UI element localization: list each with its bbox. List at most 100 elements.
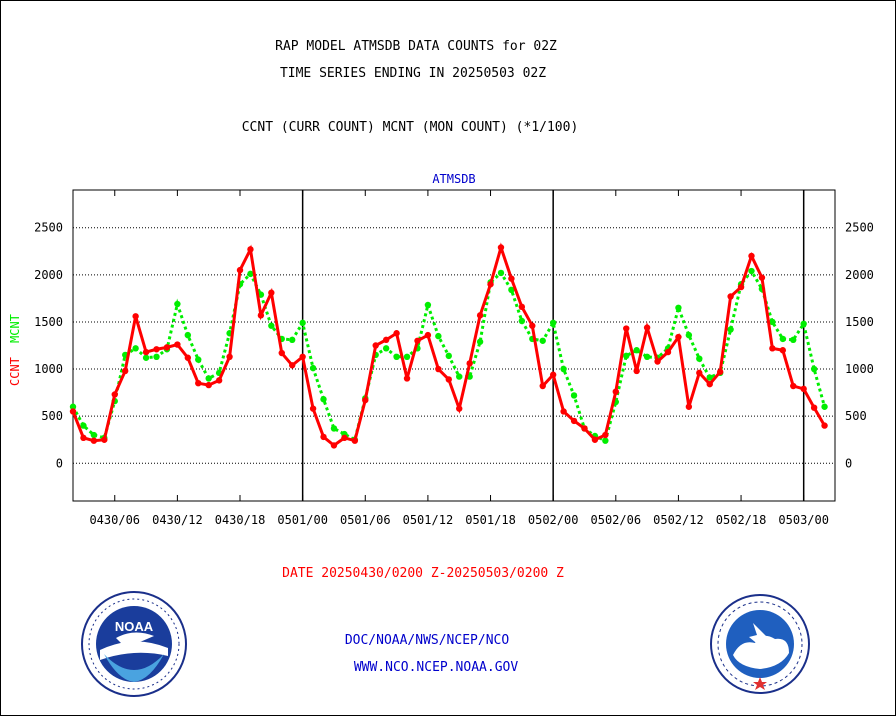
data-point-mcnt xyxy=(195,356,202,363)
data-point-ccnt xyxy=(362,396,369,404)
data-point-ccnt xyxy=(309,405,317,412)
data-point-ccnt xyxy=(195,379,202,387)
x-tick-label: 0501/06 xyxy=(340,513,391,527)
y-axis-label-ccnt: CCNT xyxy=(8,357,22,386)
data-point-mcnt xyxy=(727,326,734,333)
data-point-mcnt xyxy=(184,331,192,339)
data-point-mcnt xyxy=(810,365,818,373)
data-point-ccnt xyxy=(90,437,98,444)
data-point-mcnt xyxy=(320,396,327,403)
data-point-ccnt xyxy=(456,405,463,412)
x-tick-label: 0501/12 xyxy=(403,513,454,527)
y-tick-label-right: 2500 xyxy=(845,221,874,235)
data-point-ccnt xyxy=(351,437,359,444)
data-point-ccnt xyxy=(341,434,348,442)
data-point-ccnt xyxy=(215,377,223,384)
y-tick-label-right: 1500 xyxy=(845,315,874,329)
data-point-ccnt xyxy=(268,289,275,296)
data-point-ccnt xyxy=(403,375,411,382)
x-tick-label: 0501/18 xyxy=(465,513,516,527)
data-point-ccnt xyxy=(654,358,661,365)
data-point-ccnt xyxy=(612,388,619,395)
data-point-ccnt xyxy=(445,376,452,383)
x-tick-label: 0502/00 xyxy=(528,513,579,527)
data-point-ccnt xyxy=(236,266,244,274)
data-point-ccnt xyxy=(111,391,118,398)
data-point-ccnt xyxy=(414,337,421,344)
data-point-ccnt xyxy=(289,362,296,369)
data-point-ccnt xyxy=(184,354,192,361)
data-point-ccnt xyxy=(800,385,807,393)
data-point-ccnt xyxy=(330,442,338,449)
data-point-mcnt xyxy=(675,304,682,312)
data-point-ccnt xyxy=(142,348,150,356)
data-point-mcnt xyxy=(696,355,703,362)
data-point-mcnt xyxy=(435,332,442,340)
data-point-mcnt xyxy=(779,335,787,343)
data-point-ccnt xyxy=(132,313,139,320)
data-point-ccnt xyxy=(685,403,693,410)
y-tick-label-left: 2500 xyxy=(34,221,63,235)
data-point-ccnt xyxy=(790,382,797,390)
data-point-mcnt xyxy=(445,352,452,360)
y-tick-label-left: 0 xyxy=(56,456,63,470)
data-point-ccnt xyxy=(508,275,515,282)
data-point-ccnt xyxy=(737,283,745,291)
data-point-mcnt xyxy=(633,347,640,354)
data-point-ccnt xyxy=(623,325,630,332)
data-point-ccnt xyxy=(382,336,390,344)
y-tick-label-right: 2000 xyxy=(845,268,874,282)
data-point-ccnt xyxy=(487,281,494,288)
y-axis-label-mcnt: MCNT xyxy=(8,314,22,343)
chart-title-line1: RAP MODEL ATMSDB DATA COUNTS for 02Z xyxy=(275,39,557,54)
data-point-ccnt xyxy=(643,324,651,331)
data-point-mcnt xyxy=(142,354,150,361)
data-point-ccnt xyxy=(497,244,505,251)
data-point-ccnt xyxy=(581,425,588,432)
data-point-mcnt xyxy=(268,322,275,329)
data-point-ccnt xyxy=(163,344,171,351)
data-point-mcnt xyxy=(560,365,567,373)
data-point-mcnt xyxy=(800,320,807,328)
data-point-mcnt xyxy=(497,269,505,277)
data-point-ccnt xyxy=(320,433,327,441)
data-point-ccnt xyxy=(549,371,557,378)
data-point-mcnt xyxy=(456,373,463,380)
data-point-mcnt xyxy=(330,425,338,432)
y-tick-label-left: 2000 xyxy=(34,268,63,282)
x-tick-label: 0501/00 xyxy=(277,513,328,527)
data-point-ccnt xyxy=(80,434,87,442)
data-point-ccnt xyxy=(476,312,484,319)
data-point-mcnt xyxy=(539,337,546,344)
data-point-ccnt xyxy=(696,369,703,377)
data-point-ccnt xyxy=(810,404,818,411)
plot-title: ATMSDB xyxy=(432,172,475,186)
website-label: WWW.NCO.NCEP.NOAA.GOV xyxy=(353,660,519,675)
data-point-mcnt xyxy=(132,345,139,352)
data-point-ccnt xyxy=(664,348,672,356)
data-point-mcnt xyxy=(80,422,87,429)
data-point-ccnt xyxy=(101,436,108,443)
x-tick-label: 0430/12 xyxy=(152,513,203,527)
data-point-mcnt xyxy=(90,431,98,439)
data-point-ccnt xyxy=(257,312,265,319)
data-point-mcnt xyxy=(424,301,432,309)
data-point-mcnt xyxy=(403,353,411,361)
data-point-mcnt xyxy=(205,375,212,382)
data-point-mcnt xyxy=(309,364,317,372)
date-range-label: DATE 20250430/0200 Z-20250503/0200 Z xyxy=(282,566,564,581)
x-tick-label: 0503/00 xyxy=(778,513,829,527)
x-tick-label: 0430/18 xyxy=(215,513,266,527)
data-point-ccnt xyxy=(821,422,828,429)
data-point-ccnt xyxy=(539,382,546,390)
data-point-ccnt xyxy=(602,431,609,439)
data-point-ccnt xyxy=(69,408,77,415)
noaa-logo: NOAA xyxy=(81,591,187,697)
x-tick-label: 0502/18 xyxy=(716,513,767,527)
x-tick-label: 0502/06 xyxy=(591,513,642,527)
data-point-ccnt xyxy=(570,417,578,425)
data-point-ccnt xyxy=(466,360,473,367)
data-point-ccnt xyxy=(529,322,536,329)
